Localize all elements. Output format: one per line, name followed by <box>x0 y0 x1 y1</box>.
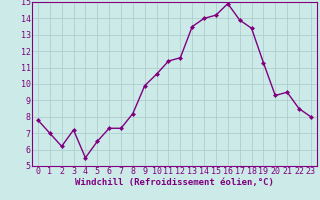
X-axis label: Windchill (Refroidissement éolien,°C): Windchill (Refroidissement éolien,°C) <box>75 178 274 187</box>
